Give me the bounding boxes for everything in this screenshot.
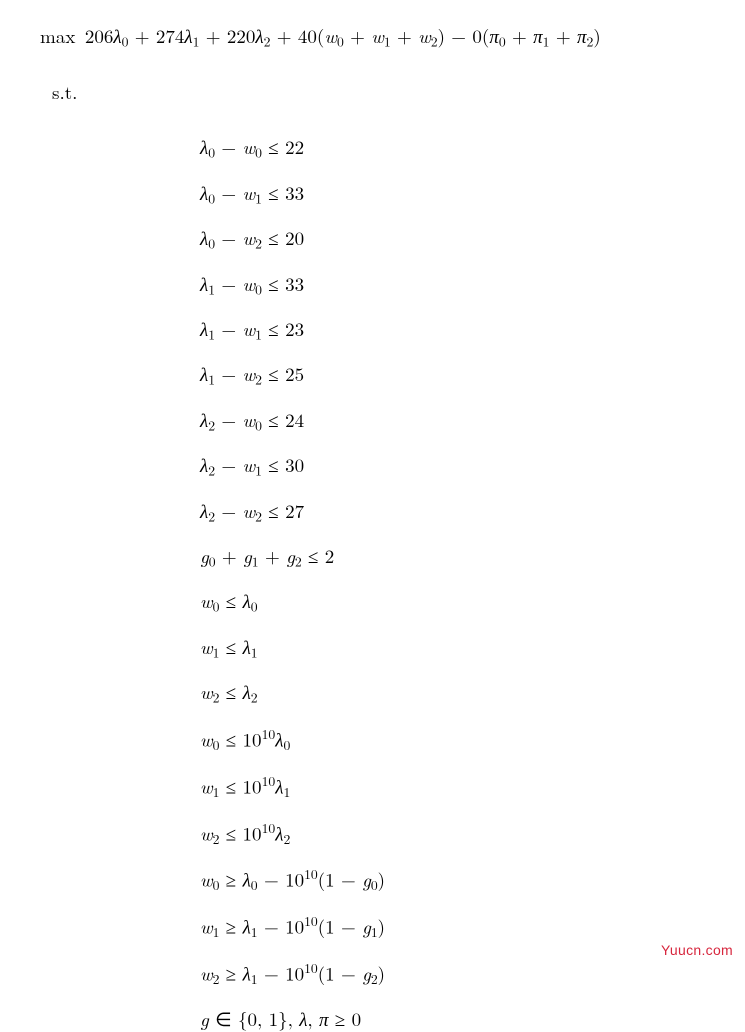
constraint-row: λ0 − w2 ≤ 20 bbox=[200, 224, 717, 252]
constraint-row: w1 ≤ λ1 bbox=[200, 633, 717, 661]
constraint-row: w0 ≤ λ0 bbox=[200, 587, 717, 615]
constraint-row: w0 ≥ λ0 − 1010(1 − g0) bbox=[200, 864, 717, 894]
constraint-row: g0 + g1 + g2 ≤ 2 bbox=[200, 542, 717, 570]
constraint-row: λ2 − w1 ≤ 30 bbox=[200, 451, 717, 479]
constraints-block: λ0 − w0 ≤ 22 λ0 − w1 ≤ 33 λ0 − w2 ≤ 20 λ… bbox=[200, 133, 717, 1032]
constraint-row: w2 ≤ λ2 bbox=[200, 678, 717, 706]
constraint-row: g ∈ {0, 1}, λ, π ≥ 0 bbox=[200, 1005, 717, 1032]
constraint-row: λ0 − w1 ≤ 33 bbox=[200, 179, 717, 207]
max-op: max bbox=[40, 22, 85, 49]
constraint-row: λ1 − w0 ≤ 33 bbox=[200, 270, 717, 298]
constraint-row: w0 ≤ 1010λ0 bbox=[200, 724, 717, 754]
subject-to-label: s.t. bbox=[52, 78, 717, 105]
constraint-row: w2 ≤ 1010λ2 bbox=[200, 818, 717, 848]
objective-line: max 206λ0 + 274λ1 + 220λ2 + 40(w0 + w1 +… bbox=[40, 22, 717, 50]
constraint-row: λ1 − w2 ≤ 25 bbox=[200, 360, 717, 388]
constraint-row: λ2 − w2 ≤ 27 bbox=[200, 497, 717, 525]
constraint-row: w1 ≤ 1010λ1 bbox=[200, 771, 717, 801]
objective-expr: 206λ0 + 274λ1 + 220λ2 + 40(w0 + w1 + w2)… bbox=[85, 22, 601, 49]
constraint-row: w2 ≥ λ1 − 1010(1 − g2) bbox=[200, 958, 717, 988]
constraint-row: λ2 − w0 ≤ 24 bbox=[200, 406, 717, 434]
watermark-text: Yuucn.com bbox=[661, 942, 733, 958]
constraint-row: λ1 − w1 ≤ 23 bbox=[200, 315, 717, 343]
constraint-row: λ0 − w0 ≤ 22 bbox=[200, 133, 717, 161]
constraint-row: w1 ≥ λ1 − 1010(1 − g1) bbox=[200, 911, 717, 941]
